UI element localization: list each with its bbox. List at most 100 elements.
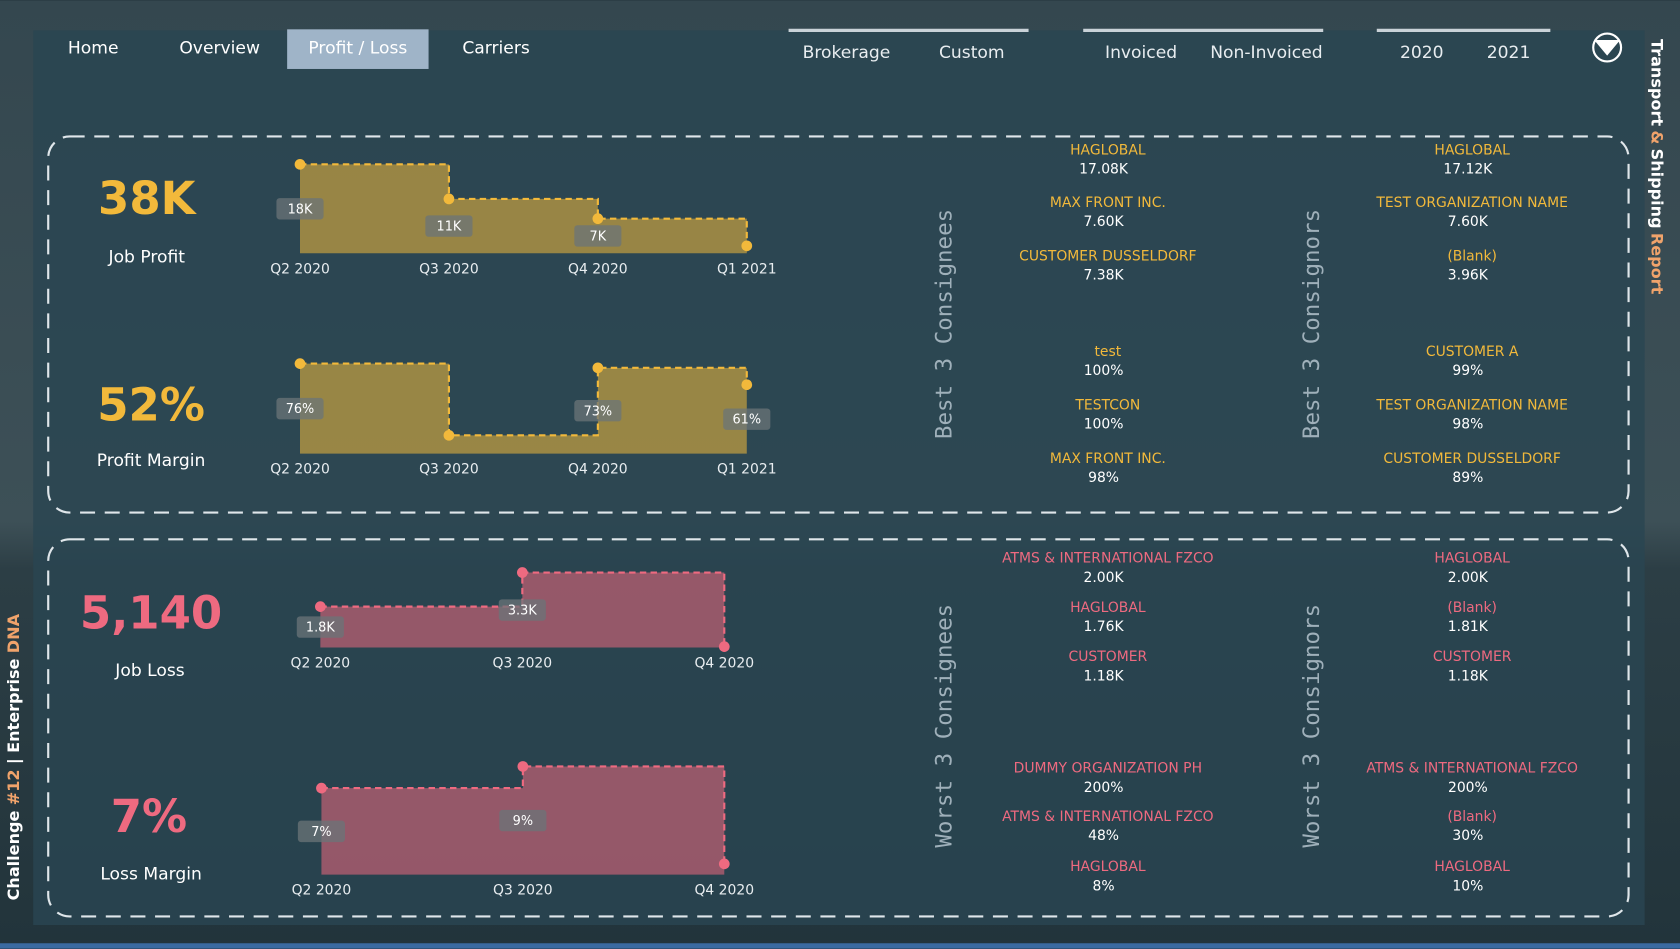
filter-option[interactable]: 2020 [1400,43,1444,63]
list-value: 99% [1452,363,1483,379]
list-name: (Blank) [1447,809,1497,825]
data-label-box [723,408,771,430]
list-name: HAGLOBAL [1434,142,1510,158]
data-label-box [276,397,324,420]
data-label: 9% [513,814,533,829]
data-label: 7% [311,825,331,840]
list-value: 2.00K [1448,570,1489,586]
step-area [300,164,747,254]
data-point [718,858,730,870]
list-value: 7.60K [1084,214,1125,230]
list-value: 48% [1088,828,1119,844]
data-label: 3.3K [508,604,537,619]
side-footer-part: #12 [3,769,22,805]
list-name: TEST ORGANIZATION NAME [1375,397,1567,413]
side-title-part: Shipping [1648,149,1667,229]
list-value: 7.38K [1084,268,1125,284]
list-value: 3.96K [1448,268,1489,284]
data-label: 11K [437,220,462,235]
list-name: CUSTOMER DUSSELDORF [1019,248,1196,264]
data-point [592,213,604,225]
list-title: Worst 3 Consignees [932,604,958,848]
list-name: CUSTOMER [1433,649,1512,665]
filter-option[interactable]: Non-Invoiced [1210,43,1322,63]
data-label: 18K [288,202,313,217]
side-footer-part: | [3,758,23,764]
side-title-part: Report [1648,233,1667,295]
nav-button[interactable]: Home [68,39,119,59]
list-name: test [1094,344,1121,360]
list-name: CUSTOMER DUSSELDORF [1383,451,1560,467]
list-value: 200% [1084,780,1124,796]
list-name: HAGLOBAL [1070,142,1146,158]
data-point [294,158,306,170]
side-footer-part: Enterprise [3,658,22,752]
x-tick-label: Q4 2020 [568,462,628,478]
bottom-strip [0,943,1680,949]
filter-option[interactable]: 2021 [1487,43,1531,63]
step-area [300,363,747,454]
list-name: (Blank) [1447,248,1497,264]
filter-option[interactable]: Brokerage [803,43,891,63]
kpi-label: Job Profit [108,248,186,268]
section-frame [47,135,1630,514]
filter-option[interactable]: Invoiced [1105,43,1177,63]
list-name: MAX FRONT INC. [1050,195,1166,211]
list-value: 1.18K [1084,668,1125,684]
data-label-box [498,599,546,621]
list-name: HAGLOBAL [1070,859,1146,875]
list-value: 200% [1448,780,1488,796]
x-tick-label: Q4 2020 [568,261,628,277]
list-name: TESTCON [1074,397,1140,413]
x-tick-label: Q4 2020 [694,656,754,672]
list-title: Best 3 Consignees [932,209,958,439]
data-point [718,641,730,652]
x-tick-label: Q1 2021 [717,261,777,277]
data-label: 7K [590,230,607,245]
nav-button[interactable]: Overview [179,39,260,59]
list-value: 1.76K [1084,619,1125,635]
x-tick-label: Q2 2020 [291,656,351,672]
list-name: MAX FRONT INC. [1050,451,1166,467]
list-name: HAGLOBAL [1434,551,1510,567]
list-name: ATMS & INTERNATIONAL FZCO [1366,761,1578,777]
data-label-box [296,616,344,638]
list-value: 100% [1084,417,1124,433]
data-label-box [499,809,547,832]
side-title-part: Transport [1648,39,1667,126]
side-title: Transport & Shipping Report [1648,39,1667,295]
list-value: 1.18K [1448,668,1489,684]
logo-icon [1592,32,1623,63]
data-label-box [425,215,473,237]
kpi-label: Job Loss [114,661,184,681]
list-value: 89% [1452,470,1483,486]
list-value: 17.08K [1079,162,1129,178]
data-point [592,362,604,374]
list-name: (Blank) [1447,600,1497,616]
nav-selected [287,29,429,69]
x-tick-label: Q2 2020 [270,462,330,478]
x-tick-label: Q4 2020 [694,883,754,899]
data-point [443,193,455,205]
filter-option[interactable]: Custom [939,43,1005,63]
nav-button[interactable]: Profit / Loss [308,39,407,59]
data-label-box [574,225,622,247]
list-value: 8% [1093,878,1115,894]
x-tick-label: Q2 2020 [292,883,352,899]
side-title-part: & [1648,130,1667,144]
x-tick-label: Q3 2020 [493,883,553,899]
data-label: 76% [286,402,315,417]
list-title: Worst 3 Consignors [1299,604,1325,848]
list-value: 30% [1452,828,1483,844]
section-frame [47,538,1630,918]
nav-button[interactable]: Carriers [462,39,530,59]
side-footer-part: Challenge [3,810,22,900]
list-value: 10% [1452,878,1483,894]
data-label-box [276,198,324,220]
data-point [315,601,326,612]
kpi-value: 52% [97,379,205,432]
data-point [316,782,327,794]
list-value: 98% [1452,417,1483,433]
list-title: Best 3 Consignors [1299,209,1325,439]
